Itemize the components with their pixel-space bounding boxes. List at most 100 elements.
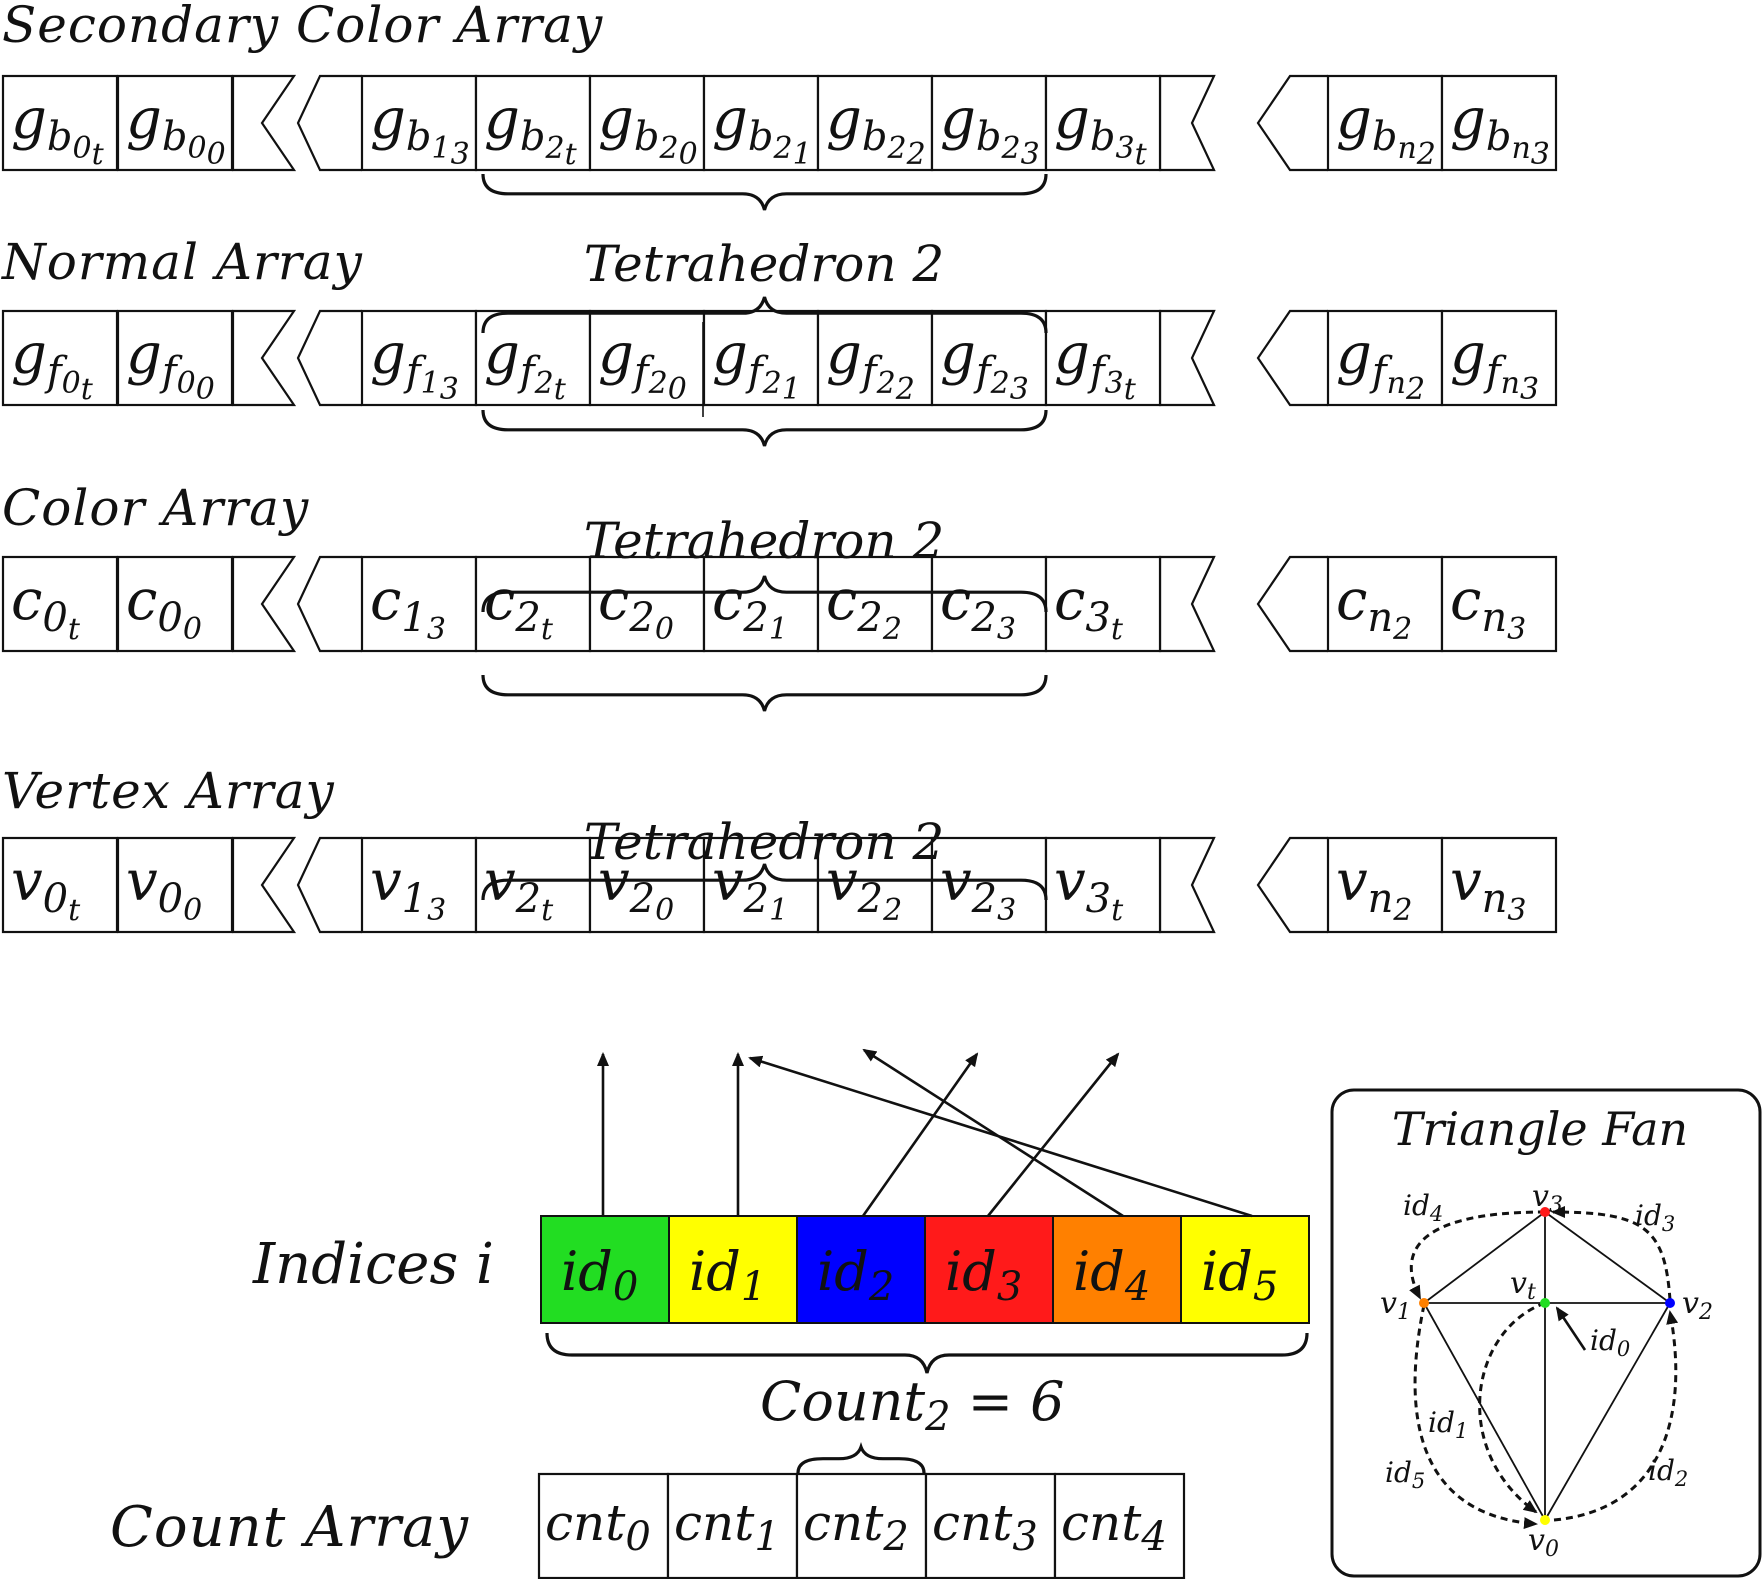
array-cell <box>1 836 119 934</box>
triangle-fan-frame <box>1330 1088 1762 1578</box>
fan-vertex-dot <box>1540 1298 1550 1308</box>
array-cell-label: vn3 <box>1450 849 1527 928</box>
array-cell <box>1 309 119 407</box>
array-cell <box>1044 74 1162 172</box>
fan-id1-path <box>1478 1301 1546 1514</box>
array-break-right-a <box>1158 74 1216 172</box>
array-cell-label: c3t <box>1054 568 1124 647</box>
array-break-left <box>231 555 297 653</box>
tetrahedron-brace <box>481 409 1048 447</box>
array-cell <box>816 74 934 172</box>
array-cell <box>474 309 592 407</box>
array-cell <box>1326 555 1444 653</box>
array-cell-label: gb2t <box>484 87 578 172</box>
array-cell <box>702 836 820 934</box>
array-cell-label: gb0t <box>11 87 105 172</box>
index-cell-2 <box>796 1215 926 1324</box>
array-cell <box>360 555 478 653</box>
index-cell-3 <box>924 1215 1054 1324</box>
count-cell-2 <box>795 1472 928 1579</box>
array-cell-label: gb21 <box>712 87 812 172</box>
array-cell <box>1 74 119 172</box>
array-cell-label: gf13 <box>370 322 459 407</box>
fan-edge-label: id2 <box>1648 1454 1688 1491</box>
color-array: Color Array c0t c00 c13 c2t c20 c21 c22 c23 c3t cn… <box>1 479 1558 653</box>
fan-id4-path <box>1409 1210 1546 1300</box>
tetrahedron-brace <box>481 173 1048 211</box>
array-cell-label: v00 <box>126 849 202 928</box>
array-cell <box>1044 836 1162 934</box>
array-cell <box>116 836 234 934</box>
fan-edge <box>1423 1302 1546 1521</box>
array-cell-label: c21 <box>712 568 788 647</box>
index-label: id2 <box>817 1240 894 1310</box>
array-cell <box>1440 74 1558 172</box>
array-cell-label: gf00 <box>126 322 215 407</box>
index-arrow <box>986 1052 1120 1217</box>
fan-edge-label: id4 <box>1403 1189 1443 1226</box>
array-cell <box>702 74 820 172</box>
array-cell <box>116 309 234 407</box>
count-cell-1 <box>666 1472 799 1579</box>
count-cell-label: cnt4 <box>1061 1494 1167 1560</box>
array-cell <box>116 555 234 653</box>
array-cell-label: c22 <box>826 568 902 647</box>
array-cell <box>930 74 1048 172</box>
array-cell-label: v3t <box>1054 849 1124 928</box>
array-break-right-b <box>1256 74 1328 172</box>
array-cell-label: gf23 <box>940 322 1029 407</box>
tetrahedron-brace <box>481 575 1048 613</box>
array-cell <box>816 555 934 653</box>
count-brace <box>796 1442 926 1474</box>
array-cell-label: gf22 <box>826 322 915 407</box>
index-label: id5 <box>1201 1240 1278 1310</box>
array-cell <box>1326 74 1444 172</box>
array-cell <box>1326 309 1444 407</box>
count-cell-label: cnt1 <box>674 1494 780 1560</box>
secondary-color-array-title: Secondary Color Array <box>2 0 603 54</box>
array-cell-label: cn2 <box>1336 568 1412 647</box>
array-cell <box>930 555 1048 653</box>
tetrahedron-brace <box>481 674 1048 712</box>
vertex-array-title: Vertex Array <box>2 762 335 820</box>
tetrahedron-label: Tetrahedron 2 <box>584 235 945 293</box>
fan-vertex-label: v2 <box>1682 1286 1713 1325</box>
array-cell <box>360 74 478 172</box>
array-cell-label: gb23 <box>940 87 1040 172</box>
count-cell-label: cnt3 <box>932 1494 1038 1560</box>
color-array-title: Color Array <box>2 479 309 537</box>
fan-vertex-dot <box>1540 1207 1550 1217</box>
count-value-label: Count2 = 6 <box>760 1370 1064 1440</box>
normal-array: Normal Arraygf0tgf00gf13gf2tgf20gf21gf22… <box>1 233 1558 407</box>
fan-vertex-label: v3 <box>1532 1179 1563 1218</box>
array-cell <box>1 555 119 653</box>
index-cell-5 <box>1180 1215 1310 1324</box>
array-cell-label: gb20 <box>598 87 698 172</box>
array-cell <box>930 309 1048 407</box>
array-break-right-a <box>1158 836 1216 934</box>
count-array-label: Count Array <box>110 1495 469 1560</box>
index-cell-4 <box>1052 1215 1182 1324</box>
array-break-right-b <box>1256 309 1328 407</box>
array-cell <box>702 555 820 653</box>
indices-label: Indices i <box>252 1232 494 1297</box>
array-cell-label: gbn2 <box>1336 87 1436 172</box>
fan-id3-path <box>1551 1206 1672 1301</box>
array-break-left <box>231 309 297 407</box>
index-label: id1 <box>689 1240 766 1310</box>
tetrahedron-label: Tetrahedron 2 <box>584 512 945 570</box>
array-cell <box>1326 836 1444 934</box>
fan-vertex-label: v1 <box>1380 1286 1411 1325</box>
array-cell <box>116 74 234 172</box>
array-cell-label: gbn3 <box>1450 87 1550 172</box>
tetrahedron-brace <box>481 863 1048 901</box>
fan-edge-label: id0 <box>1590 1324 1630 1361</box>
array-break-right-a <box>1158 555 1216 653</box>
index-label: id4 <box>1073 1240 1150 1310</box>
array-cell-label: gfn3 <box>1450 322 1539 407</box>
array-cell-label: gb22 <box>826 87 926 172</box>
count-cell-label: cnt2 <box>803 1494 909 1560</box>
fan-vertex-dot <box>1665 1298 1675 1308</box>
